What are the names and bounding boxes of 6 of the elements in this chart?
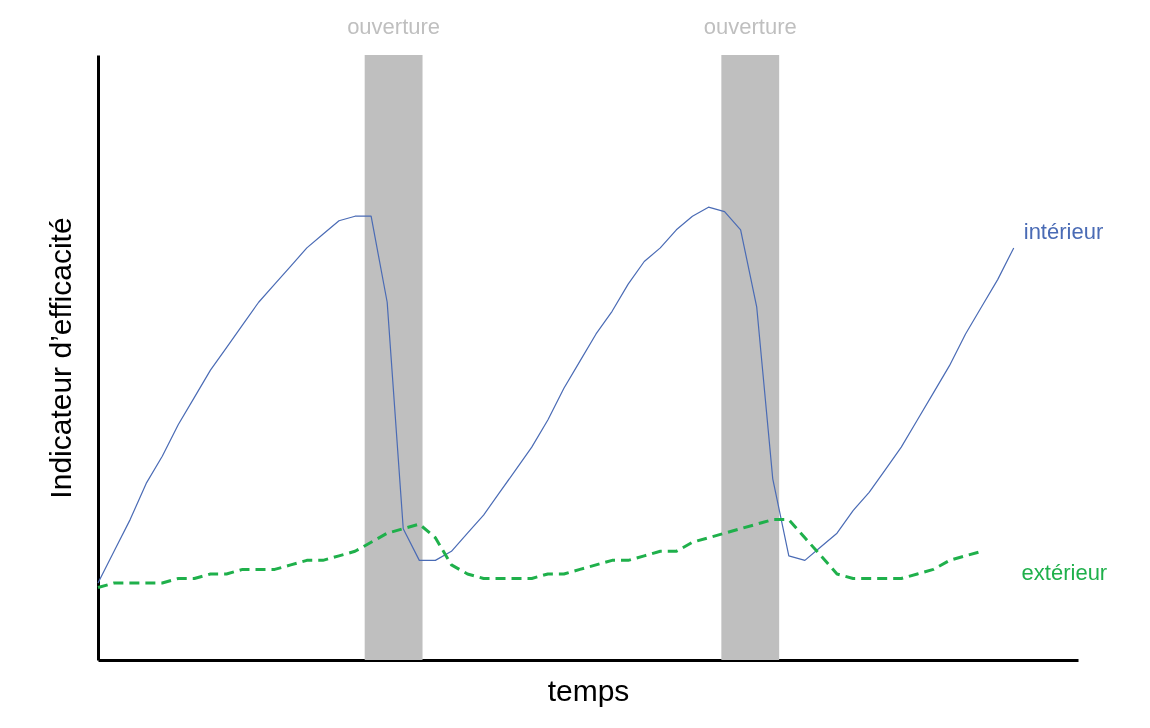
y-axis-title: Indicateur d’efficacité bbox=[43, 217, 77, 499]
series-label: intérieur bbox=[1023, 218, 1104, 244]
series-label: extérieur bbox=[1021, 560, 1108, 586]
text: ouverture bbox=[703, 14, 797, 39]
x-axis-title: temps bbox=[547, 673, 630, 707]
text: ouverture bbox=[347, 14, 441, 39]
